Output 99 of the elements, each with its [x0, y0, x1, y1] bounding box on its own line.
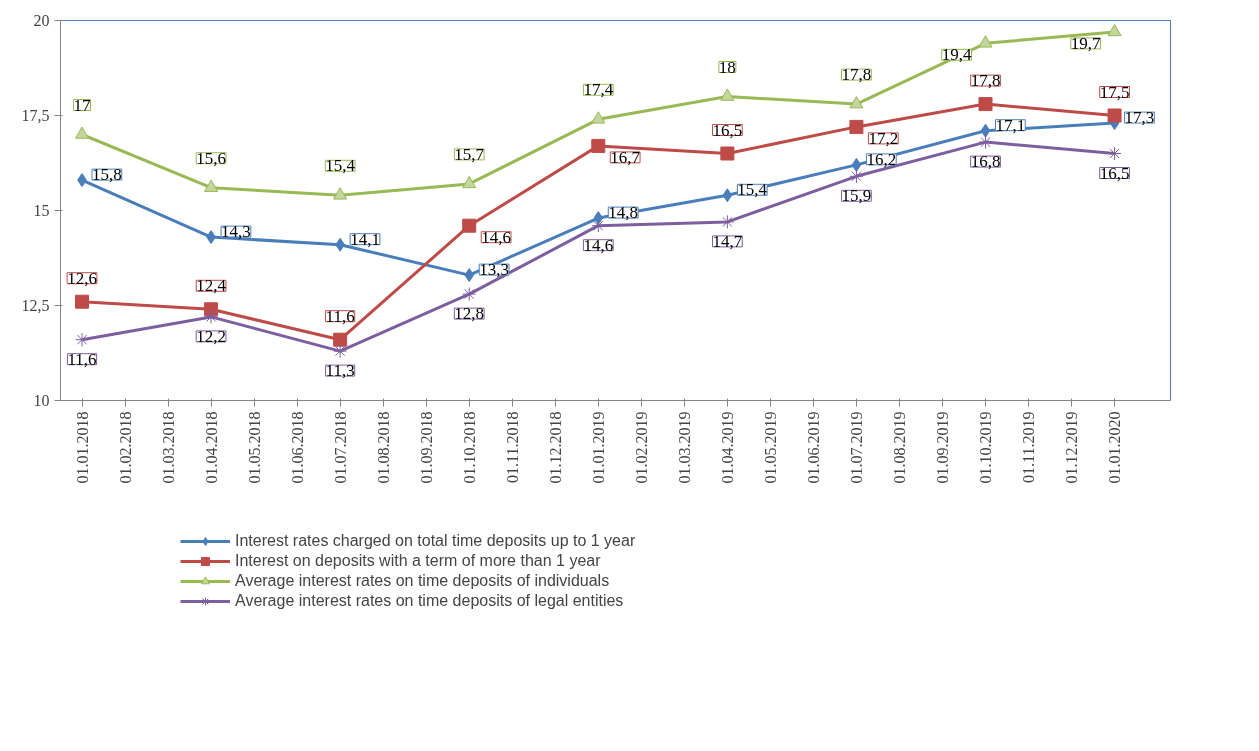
point [204, 179, 219, 192]
x-tick-label: 01.05.2018 [245, 411, 263, 484]
x-tick-label: 01.02.2018 [116, 411, 134, 484]
data-label: 17,3 [1124, 108, 1155, 128]
x-tick-label: 01.03.2018 [159, 411, 177, 484]
point [75, 294, 90, 309]
data-label: 17 [73, 95, 92, 115]
point [849, 96, 864, 109]
x-tick-label: 01.12.2019 [1063, 411, 1081, 484]
legend-label: Average interest rates on time deposits of individuals [235, 572, 610, 590]
x-tick-label: 01.02.2019 [632, 411, 650, 484]
data-label: 14,6 [583, 235, 614, 255]
x-tick-label: 01.08.2019 [890, 411, 908, 484]
point [591, 138, 606, 153]
point [978, 97, 993, 112]
point [978, 135, 993, 150]
point [75, 126, 90, 139]
x-tick-label: 01.09.2019 [933, 411, 951, 484]
x-tick-label: 01.01.2020 [1106, 411, 1124, 484]
x-tick-label: 01.06.2018 [288, 411, 306, 484]
data-label: 17,8 [841, 65, 872, 85]
x-tick-label: 01.01.2019 [589, 411, 607, 484]
data-label: 14,1 [350, 229, 380, 249]
x-tick-label: 01.10.2018 [460, 411, 478, 484]
point [720, 214, 735, 229]
x-tick-label: 01.08.2018 [374, 411, 392, 484]
data-label: 16,2 [866, 149, 897, 169]
point [980, 123, 991, 138]
data-label: 14,6 [481, 227, 511, 247]
point [591, 111, 606, 124]
point [75, 332, 90, 347]
data-label: 17,8 [970, 71, 1001, 91]
x-tick-label: 01.12.2018 [546, 411, 564, 484]
x-tick-label: 01.07.2018 [331, 411, 349, 484]
point [464, 268, 475, 283]
point [720, 88, 735, 101]
data-label: 17,5 [1099, 82, 1130, 102]
data-label: 15,9 [841, 186, 872, 206]
point [720, 146, 735, 161]
point [333, 344, 348, 359]
data-label: 15,4 [325, 156, 356, 176]
legend-label: Interest on deposits with a term of more than 1 year [235, 552, 601, 570]
x-tick-label: 01.10.2019 [977, 411, 994, 484]
y-tick-label: 15 [33, 202, 50, 219]
data-label: 18 [718, 57, 736, 77]
point [333, 332, 348, 347]
point [333, 187, 348, 200]
x-tick-label: 01.09.2018 [417, 411, 435, 484]
data-label: 12,4 [196, 276, 227, 296]
x-tick-label: 01.06.2019 [804, 411, 822, 484]
point [462, 218, 477, 233]
x-tick-label: 01.03.2019 [675, 411, 693, 484]
legend-label: Interest rates charged on total time deposits up to 1 year [235, 532, 636, 550]
x-tick-label: 01.04.2019 [718, 411, 736, 484]
x-tick-label: 01.11.2019 [1020, 411, 1038, 483]
point [462, 287, 477, 302]
data-label: 17,2 [868, 128, 899, 148]
point [462, 175, 477, 189]
x-tick-label: 01.04.2018 [202, 411, 220, 484]
data-label: 16,5 [1099, 163, 1130, 183]
y-tick-label: 20 [33, 12, 50, 29]
data-label: 14,8 [608, 203, 639, 223]
data-label: 15,8 [92, 165, 122, 185]
legend-label: Average interest rates on time deposits of legal entities [235, 592, 624, 610]
data-label: 11,6 [67, 349, 97, 369]
data-label: 15,7 [454, 144, 485, 164]
point [1107, 23, 1122, 37]
data-label: 16,7 [610, 147, 641, 167]
data-label: 15,6 [196, 148, 226, 168]
point [849, 119, 864, 134]
y-tick-label: 12,5 [21, 297, 50, 314]
data-label: 11,3 [325, 361, 355, 381]
data-label: 16,8 [970, 152, 1001, 172]
data-label: 15,4 [737, 180, 768, 200]
x-tick-label: 01.01.2018 [73, 411, 91, 484]
x-tick-label: 01.05.2019 [761, 411, 779, 484]
data-label: 16,5 [712, 120, 743, 140]
point [978, 35, 993, 48]
point [593, 211, 604, 226]
data-label: 12,8 [454, 304, 485, 324]
point [851, 157, 862, 172]
data-label: 12,6 [67, 268, 97, 288]
data-label: 13,3 [479, 260, 509, 280]
y-tick-label: 10 [33, 392, 50, 409]
y-tick-label: 17,5 [21, 107, 50, 124]
x-tick-label: 01.11.2018 [503, 411, 521, 483]
data-label: 17,4 [583, 80, 614, 100]
data-label: 14,7 [712, 231, 743, 251]
point [849, 169, 864, 184]
data-label: 12,2 [196, 326, 226, 346]
point [591, 218, 606, 233]
point [1107, 146, 1122, 161]
data-label: 17,1 [995, 115, 1026, 135]
x-tick-label: 01.07.2019 [847, 411, 865, 484]
data-label: 19,7 [1070, 33, 1102, 53]
point [1107, 108, 1122, 123]
data-label: 14,3 [221, 222, 251, 242]
point [722, 188, 733, 203]
point [204, 309, 219, 324]
